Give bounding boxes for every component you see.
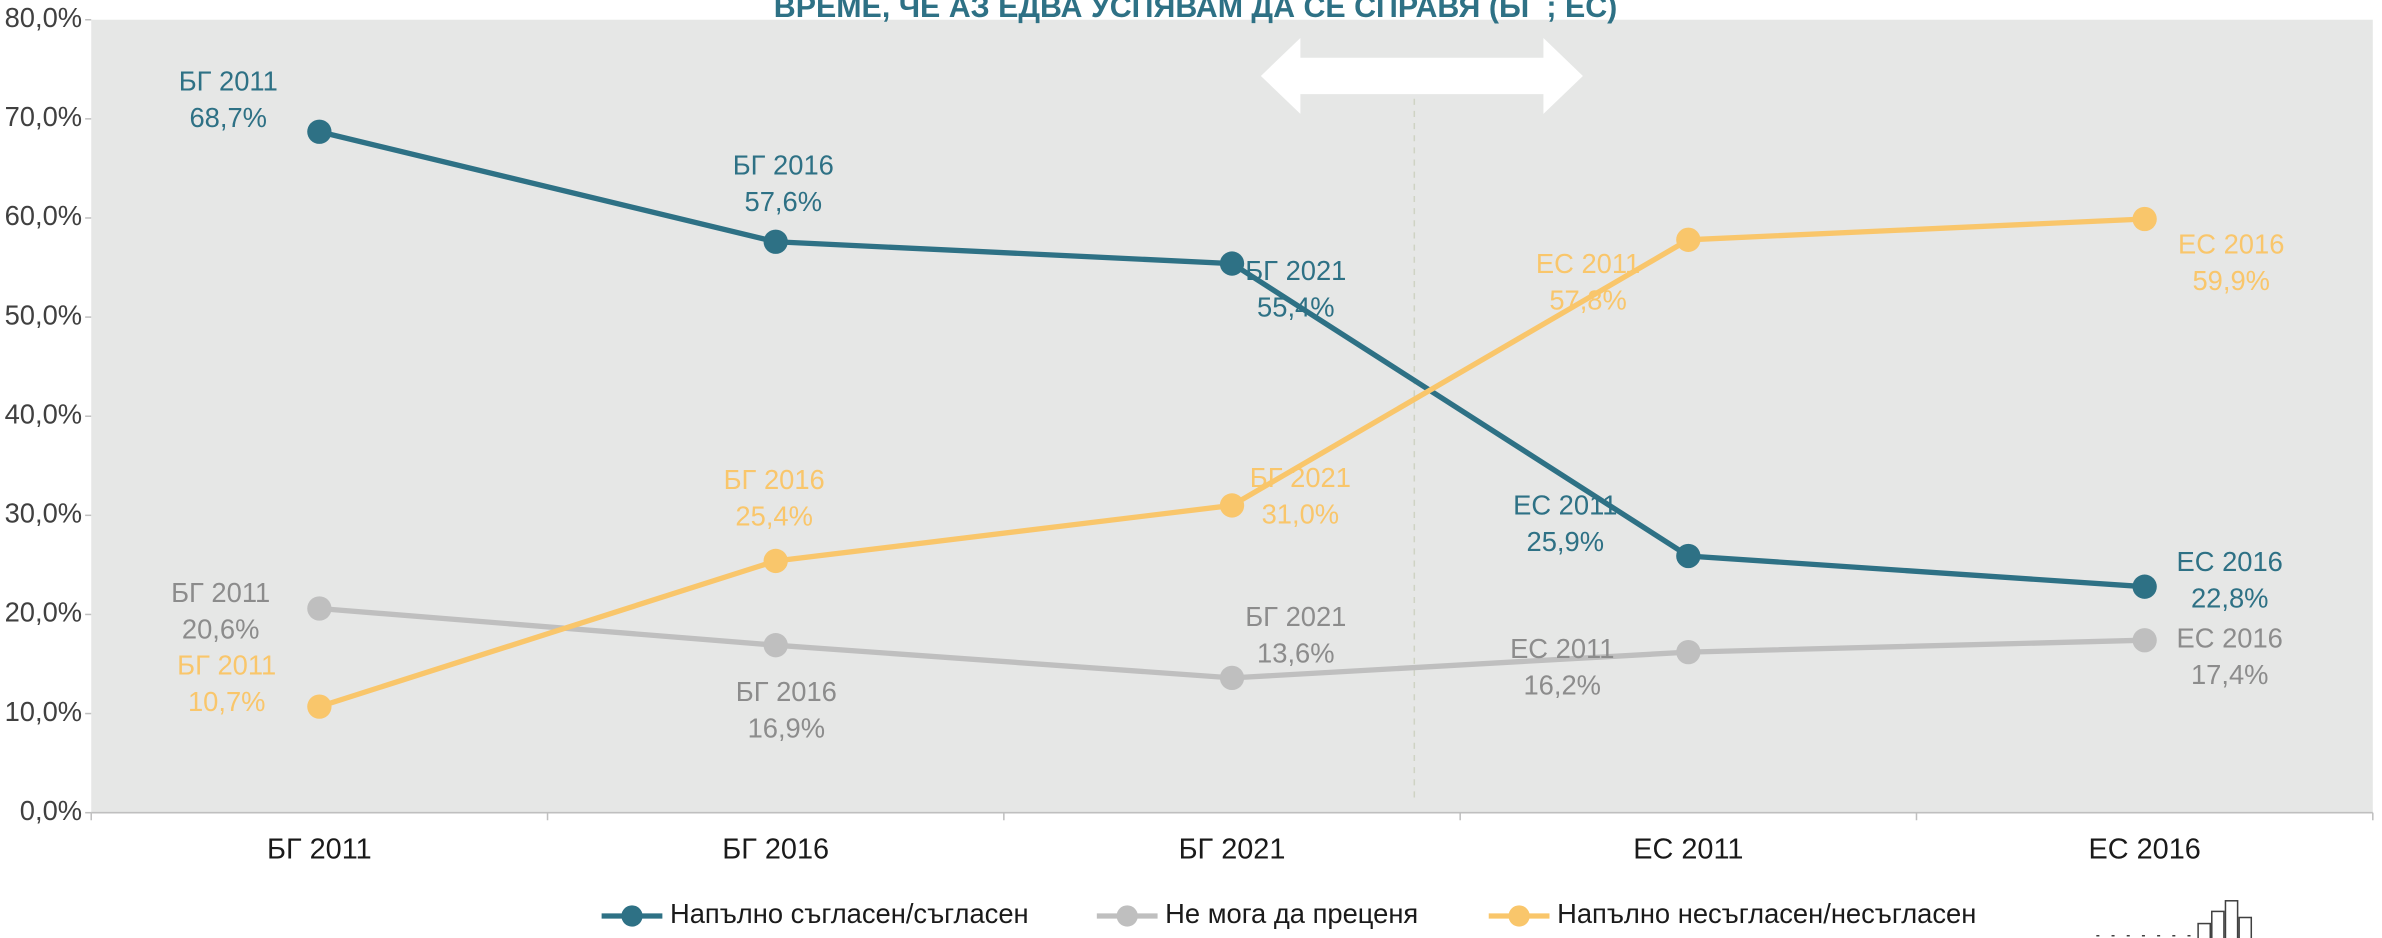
plot-area	[91, 19, 2373, 813]
data-label-category: БГ 2016	[736, 676, 837, 707]
point	[307, 694, 332, 719]
point	[1676, 543, 1701, 569]
point	[1219, 493, 1245, 518]
data-label-category: ЕС 2011	[1510, 633, 1614, 664]
data-label-category: ЕС 2011	[1536, 248, 1640, 279]
data-label: 31,0%	[1262, 498, 1340, 529]
point	[763, 229, 788, 254]
data-label-category: БГ 2021	[1245, 601, 1346, 632]
data-label-category: БГ 2011	[171, 577, 270, 608]
data-label-category: БГ 2011	[177, 649, 276, 680]
point	[2132, 574, 2157, 599]
data-label: 17,4%	[2191, 659, 2269, 690]
data-label: 22,8%	[2191, 583, 2269, 614]
y-tick-label: 20,0%	[5, 597, 83, 628]
data-label: 59,9%	[2192, 265, 2270, 296]
y-tick-label: 10,0%	[5, 696, 83, 727]
point	[307, 119, 332, 144]
y-tick-label: 80,0%	[5, 2, 83, 33]
legend-marker	[621, 905, 643, 927]
y-tick-label: 60,0%	[5, 200, 83, 231]
data-label-category: БГ 2021	[1250, 462, 1351, 493]
data-label: 25,4%	[735, 501, 813, 532]
data-label: 57,6%	[745, 186, 823, 217]
data-label-category: БГ 2021	[1245, 255, 1346, 286]
legend-marker	[1508, 905, 1530, 927]
data-label-category: ЕС 2011	[1513, 490, 1617, 521]
y-tick-label: 0,0%	[20, 795, 82, 826]
point	[1676, 639, 1701, 665]
chart-title: ВРЕМЕ, ЧЕ АЗ ЕДВА УСПЯВАМ ДА СЕ СПРАВЯ (…	[774, 0, 1618, 24]
data-label: 16,2%	[1524, 669, 1602, 700]
x-tick-label: ЕС 2016	[2088, 833, 2200, 865]
data-label-category: БГ 2016	[724, 464, 825, 495]
data-label: 25,9%	[1527, 526, 1605, 557]
point	[763, 633, 788, 658]
point	[2132, 628, 2157, 653]
point	[1219, 251, 1245, 276]
point	[763, 548, 788, 574]
x-tick-label: ЕС 2011	[1633, 833, 1743, 865]
x-tick-label: БГ 2011	[267, 833, 372, 865]
data-label-category: ЕС 2016	[2177, 622, 2283, 653]
legend-label: Напълно несъгласен/несъгласен	[1557, 898, 1976, 929]
point	[307, 596, 332, 621]
data-label: 57,8%	[1549, 284, 1627, 315]
y-tick-label: 50,0%	[5, 299, 83, 330]
data-label: 10,7%	[188, 686, 266, 717]
x-tick-label: БГ 2016	[722, 833, 829, 865]
x-tick-label: БГ 2021	[1179, 833, 1286, 865]
data-label: 68,7%	[189, 102, 266, 133]
legend-label: Напълно съгласен/съгласен	[670, 898, 1029, 929]
point	[1676, 227, 1701, 252]
y-tick-label: 70,0%	[5, 101, 83, 132]
data-label-category: ЕС 2016	[2177, 546, 2283, 577]
data-label-category: ЕС 2016	[2178, 229, 2284, 260]
point	[1219, 665, 1245, 691]
y-tick-label: 40,0%	[5, 398, 83, 429]
data-label: 13,6%	[1257, 637, 1335, 668]
legend-label: Не мога да преценя	[1165, 898, 1418, 929]
data-label: 55,4%	[1257, 291, 1335, 322]
double-arrow	[1260, 37, 1583, 114]
data-label-category: БГ 2011	[179, 65, 278, 96]
legend-marker	[1116, 905, 1138, 927]
point	[2132, 206, 2157, 232]
data-label-category: БГ 2016	[733, 150, 834, 181]
data-label: 16,9%	[748, 712, 826, 743]
y-tick-label: 30,0%	[5, 498, 83, 529]
logo	[2096, 900, 2253, 938]
data-label: 20,6%	[182, 614, 260, 645]
